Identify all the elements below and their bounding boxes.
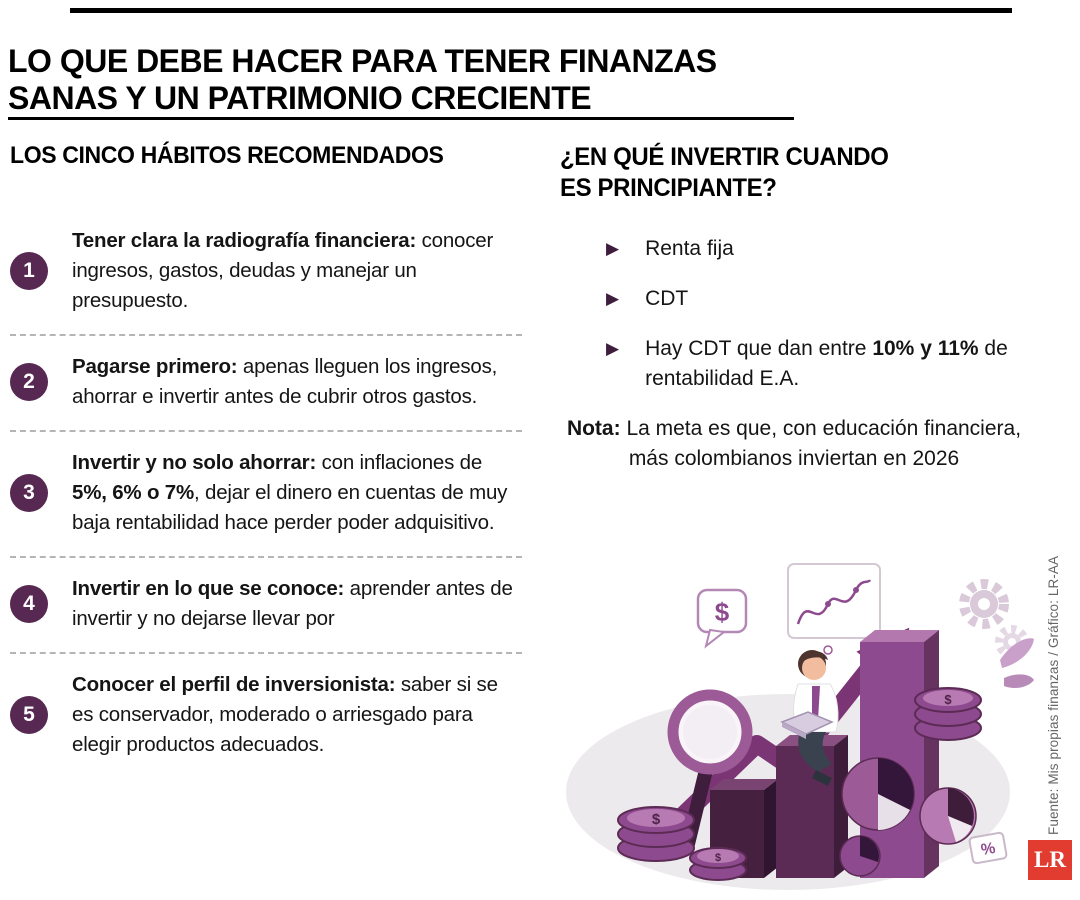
invest-section: ¿EN QUÉ INVERTIR CUANDO ES PRINCIPIANTE?…: [560, 142, 1035, 474]
habit-number-badge: 3: [10, 474, 48, 512]
habit-lead: Pagarse primero:: [72, 355, 238, 378]
invest-heading-line2: ES PRINCIPIANTE?: [560, 174, 777, 202]
habit-rest: apenas lleguen los ingresos, ahorrar e i…: [72, 355, 498, 408]
habit-text: Conocer el perfil de inversionista: sabe…: [72, 670, 522, 760]
page-title-line1: LO QUE DEBE HACER PARA TENER FINANZAS: [8, 43, 717, 80]
lr-logo: LR: [1028, 840, 1072, 880]
invest-heading-line1: ¿EN QUÉ INVERTIR CUANDO: [560, 143, 889, 171]
investing-illustration: $: [560, 492, 1035, 897]
habit-item-5: 5 Conocer el perfil de inversionista: sa…: [10, 654, 522, 778]
habit-rest: conocer ingresos, gastos, deudas y manej…: [72, 229, 494, 312]
habit-lead: Invertir y no solo ahorrar:: [72, 451, 317, 474]
top-rule: [70, 8, 1012, 13]
habit-number-badge: 4: [10, 585, 48, 623]
habit-item-4: 4 Invertir en lo que se conoce: aprender…: [10, 558, 522, 654]
coin-stack-icon: $: [914, 687, 982, 741]
habits-section: LOS CINCO HÁBITOS RECOMENDADOS 1 Tener c…: [10, 142, 522, 778]
line-chart-card: [787, 563, 881, 655]
page-title-line2: SANAS Y UN PATRIMONIO CRECIENTE: [8, 80, 592, 117]
triangle-bullet-icon: ▶: [606, 339, 620, 358]
habit-number-badge: 2: [10, 363, 48, 401]
habit-lead: Conocer el perfil de inversionista:: [72, 673, 396, 696]
bullet-text: Renta fija: [645, 237, 734, 260]
page-title: LO QUE DEBE HACER PARA TENER FINANZAS SA…: [8, 43, 988, 117]
invest-bullet-list: ▶ Renta fija ▶ CDT ▶ Hay CDT que dan ent…: [606, 234, 1035, 394]
triangle-bullet-icon: ▶: [606, 289, 620, 308]
habit-rest: saber si se es conservador, moderado o a…: [72, 673, 498, 756]
coin-stack-icon: $ $: [617, 806, 747, 881]
habit-lead: Tener clara la radiografía financiera:: [72, 229, 417, 252]
habit-text: Tener clara la radiografía financiera: c…: [72, 226, 522, 316]
habit-item-3: 3 Invertir y no solo ahorrar: con inflac…: [10, 432, 522, 558]
triangle-bullet-icon: ▶: [606, 239, 620, 258]
svg-text:%: %: [980, 840, 997, 859]
bullet-item-3: ▶ Hay CDT que dan entre 10% y 11% de ren…: [606, 334, 1035, 394]
habit-text: Invertir en lo que se conoce: aprender a…: [72, 574, 522, 634]
bullet-item-1: ▶ Renta fija: [606, 234, 1035, 264]
svg-text:$: $: [715, 852, 721, 864]
habit-lead2: 5%, 6% o 7%: [72, 481, 194, 504]
habits-heading: LOS CINCO HÁBITOS RECOMENDADOS: [10, 142, 444, 169]
leaf-decoration: [1000, 638, 1034, 688]
invest-heading: ¿EN QUÉ INVERTIR CUANDO ES PRINCIPIANTE?: [560, 142, 1016, 204]
note-label: Nota:: [566, 417, 621, 440]
habit-text: Pagarse primero: apenas lleguen los ingr…: [72, 352, 522, 412]
dollar-bubble-icon: $: [696, 588, 748, 649]
source-credit: Fuente: Mis propias finanzas / Gráfico: …: [1046, 555, 1061, 835]
svg-text:$: $: [715, 597, 730, 627]
habit-text: Invertir y no solo ahorrar: con inflacio…: [72, 448, 522, 538]
habit-number-badge: 5: [10, 696, 48, 734]
title-divider: [8, 117, 794, 120]
habit-rest: con inflaciones de: [316, 451, 483, 474]
bullet-text: CDT: [645, 287, 689, 310]
bullet-text: Hay CDT que dan entre 10% y 11% de renta…: [645, 337, 1008, 390]
svg-text:$: $: [944, 692, 952, 707]
bullet-item-2: ▶ CDT: [606, 284, 1035, 314]
note-text: Nota: La meta es que, con educación fina…: [566, 417, 1022, 470]
pie-chart-icon: [839, 757, 977, 877]
percent-tag-icon: %: [968, 831, 1008, 865]
habit-item-1: 1 Tener clara la radiografía financiera:…: [10, 210, 522, 336]
person-with-laptop: [780, 650, 839, 786]
habit-lead: Invertir en lo que se conoce:: [72, 577, 345, 600]
habit-rest2: , dejar el dinero en cuentas de muy baja…: [72, 481, 508, 534]
habit-number-badge: 1: [10, 252, 48, 290]
svg-text:$: $: [652, 811, 661, 828]
habit-item-2: 2 Pagarse primero: apenas lleguen los in…: [10, 336, 522, 432]
habit-rest: aprender antes de invertir y no dejarse …: [72, 577, 513, 630]
